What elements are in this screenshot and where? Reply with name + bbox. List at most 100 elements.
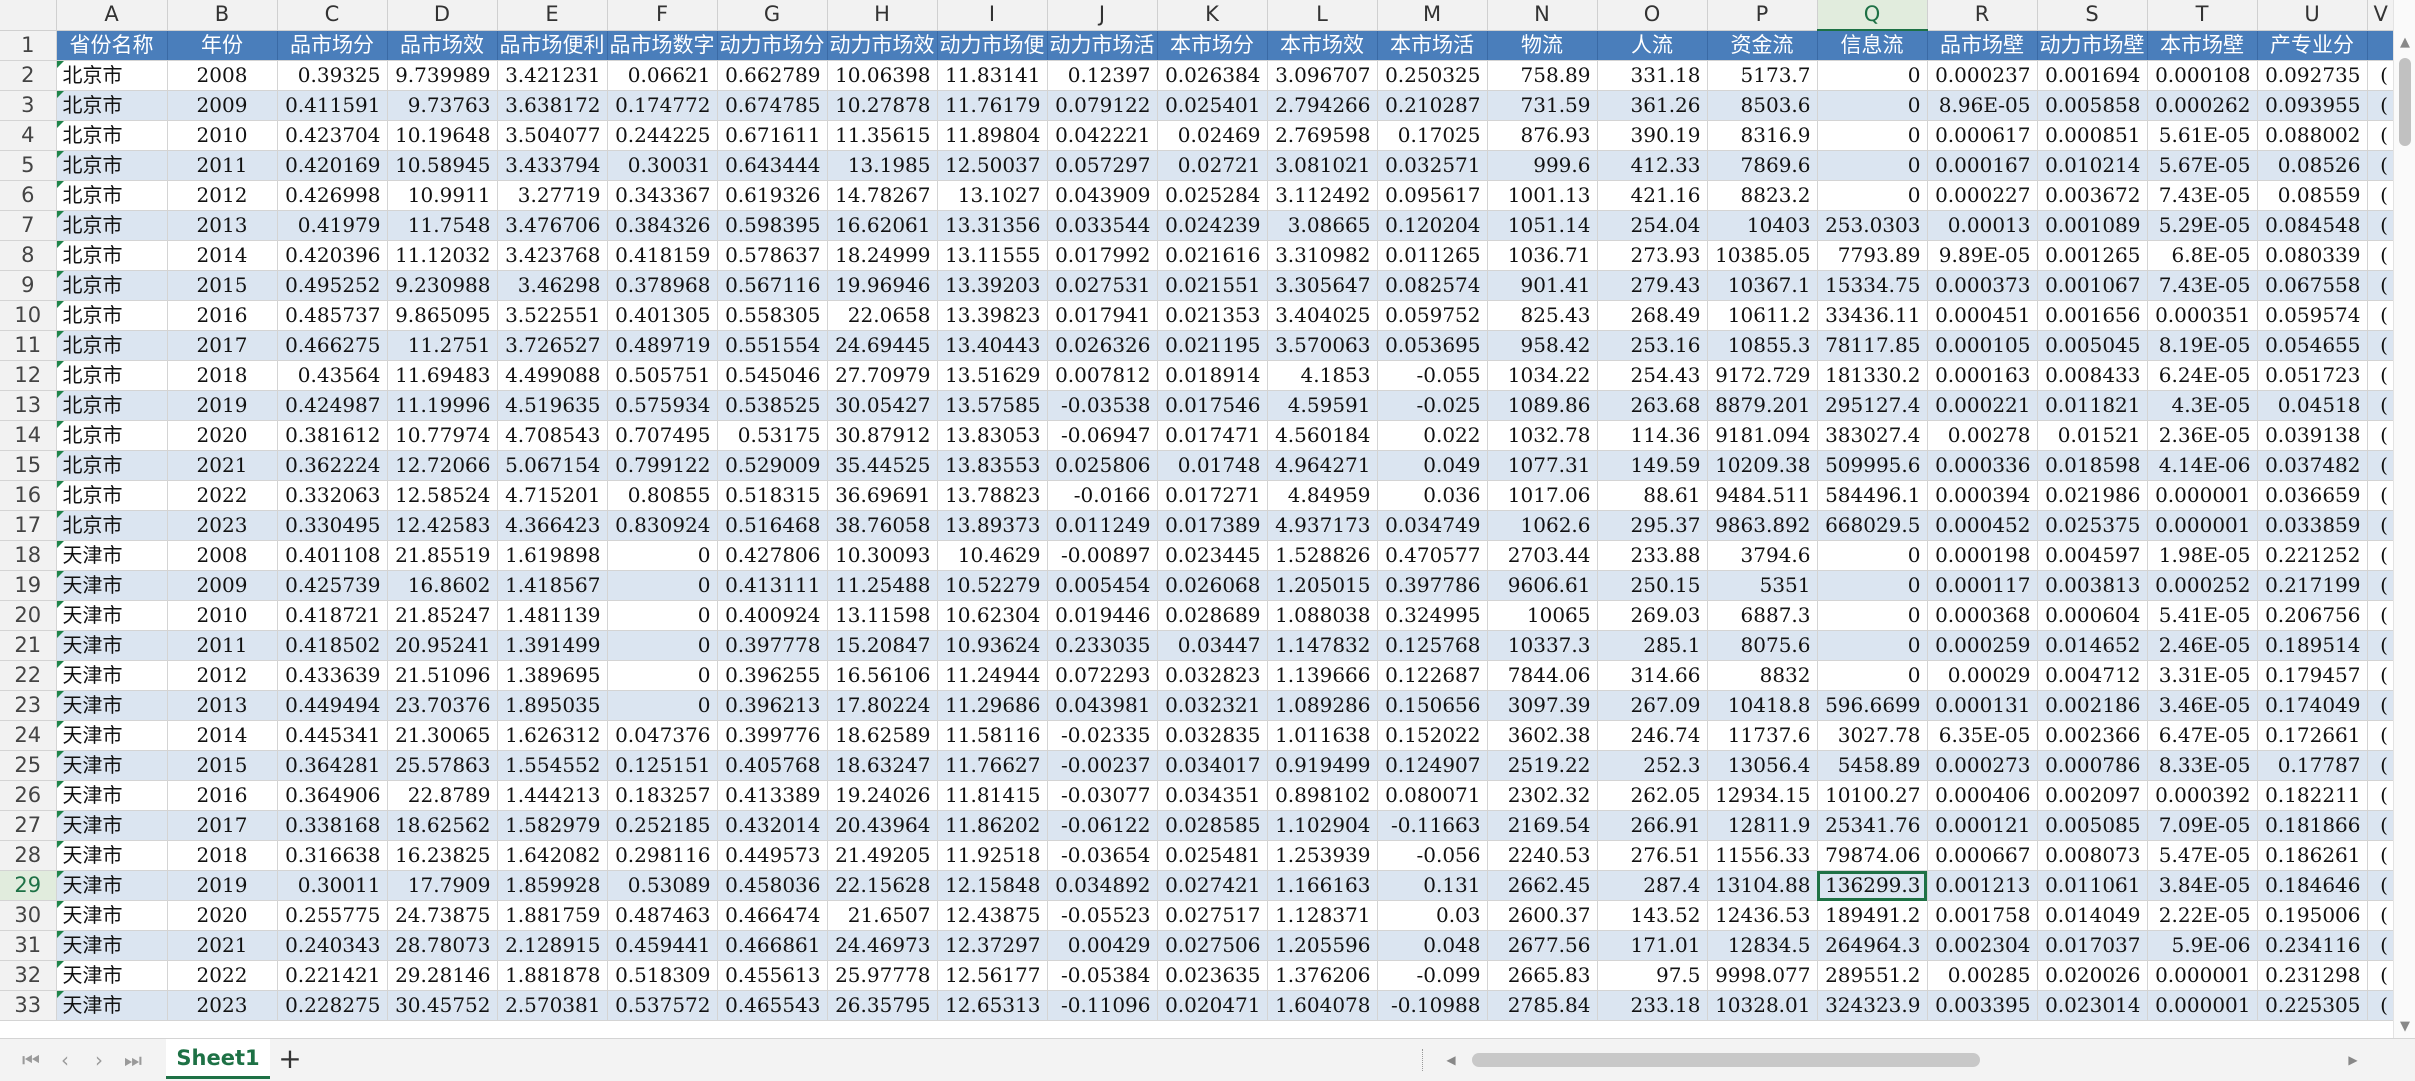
value-cell[interactable]: 287.4 [1597, 870, 1708, 901]
value-cell[interactable]: 0.217199 [2257, 570, 2368, 601]
column-header[interactable]: L [1267, 0, 1378, 31]
value-cell[interactable]: 0 [1817, 540, 1928, 571]
value-cell[interactable]: 0.000368 [1927, 600, 2038, 631]
value-cell[interactable]: 0 [607, 540, 718, 571]
value-cell[interactable]: 584496.1 [1817, 480, 1928, 511]
value-cell[interactable]: ( [2367, 390, 2395, 421]
value-cell[interactable]: 0.014049 [2037, 900, 2148, 931]
year-cell[interactable]: 2018 [167, 840, 278, 871]
value-cell[interactable]: 0.042221 [1047, 120, 1158, 151]
value-cell[interactable]: 21.6507 [827, 900, 938, 931]
value-cell[interactable]: 0.082574 [1377, 270, 1488, 301]
value-cell[interactable]: 421.16 [1597, 180, 1708, 211]
value-cell[interactable]: -0.0166 [1047, 480, 1158, 511]
column-header[interactable]: O [1597, 0, 1708, 31]
value-cell[interactable]: ( [2367, 960, 2395, 991]
value-cell[interactable]: 0.000259 [1927, 630, 2038, 661]
value-cell[interactable]: 12.56177 [937, 960, 1048, 991]
value-cell[interactable]: 0.30031 [607, 150, 718, 181]
value-cell[interactable]: 264964.3 [1817, 930, 1928, 961]
value-cell[interactable]: 0.470577 [1377, 540, 1488, 571]
value-cell[interactable]: 30.45752 [387, 990, 498, 1021]
value-cell[interactable]: ( [2367, 90, 2395, 121]
value-cell[interactable]: 0.396213 [717, 690, 828, 721]
value-cell[interactable]: 0.000452 [1927, 510, 2038, 541]
value-cell[interactable]: 250.15 [1597, 570, 1708, 601]
value-cell[interactable]: 254.43 [1597, 360, 1708, 391]
header-cell[interactable]: 年份 [167, 30, 278, 61]
value-cell[interactable]: ( [2367, 840, 2395, 871]
value-cell[interactable]: 268.49 [1597, 300, 1708, 331]
column-header[interactable]: F [607, 0, 718, 31]
value-cell[interactable]: 0.005858 [2037, 90, 2148, 121]
value-cell[interactable]: 1.881759 [497, 900, 608, 931]
value-cell[interactable]: -0.06122 [1047, 810, 1158, 841]
vertical-scroll-thumb[interactable] [2399, 58, 2411, 146]
value-cell[interactable]: 0.228275 [277, 990, 388, 1021]
value-cell[interactable]: 0.495252 [277, 270, 388, 301]
value-cell[interactable]: 171.01 [1597, 930, 1708, 961]
value-cell[interactable]: 9998.077 [1707, 960, 1818, 991]
value-cell[interactable]: 0.39325 [277, 60, 388, 91]
header-cell[interactable]: 人流 [1597, 30, 1708, 61]
value-cell[interactable]: 0.095617 [1377, 180, 1488, 211]
sheet-tab-sheet1[interactable]: Sheet1 [166, 1039, 270, 1079]
value-cell[interactable]: 24.69445 [827, 330, 938, 361]
value-cell[interactable]: 10.30093 [827, 540, 938, 571]
value-cell[interactable]: 876.93 [1487, 120, 1598, 151]
value-cell[interactable]: 412.33 [1597, 150, 1708, 181]
value-cell[interactable]: 12.37297 [937, 930, 1048, 961]
column-header[interactable]: Q [1817, 0, 1928, 31]
province-cell[interactable]: 天津市 [56, 660, 168, 691]
value-cell[interactable]: 3.31E-05 [2147, 660, 2258, 691]
row-header[interactable]: 15 [0, 450, 57, 481]
tab-scroll-divider[interactable] [1422, 1049, 1425, 1071]
value-cell[interactable]: 0.619326 [717, 180, 828, 211]
value-cell[interactable]: 0.179457 [2257, 660, 2368, 691]
value-cell[interactable]: 0.001089 [2037, 210, 2148, 241]
header-cell[interactable]: 物流 [1487, 30, 1598, 61]
value-cell[interactable]: 11.19996 [387, 390, 498, 421]
value-cell[interactable]: 1.895035 [497, 690, 608, 721]
value-cell[interactable]: 13.40443 [937, 330, 1048, 361]
year-cell[interactable]: 2013 [167, 210, 278, 241]
value-cell[interactable]: 11.86202 [937, 810, 1048, 841]
value-cell[interactable]: 958.42 [1487, 330, 1598, 361]
value-cell[interactable]: 12.42583 [387, 510, 498, 541]
value-cell[interactable]: 0.401305 [607, 300, 718, 331]
value-cell[interactable]: 0.125151 [607, 750, 718, 781]
province-cell[interactable]: 天津市 [56, 720, 168, 751]
value-cell[interactable]: 0.182211 [2257, 780, 2368, 811]
value-cell[interactable]: 88.61 [1597, 480, 1708, 511]
value-cell[interactable]: 0.413389 [717, 780, 828, 811]
province-cell[interactable]: 北京市 [56, 180, 168, 211]
province-cell[interactable]: 北京市 [56, 360, 168, 391]
column-header[interactable]: B [167, 0, 278, 31]
value-cell[interactable]: 596.6699 [1817, 690, 1928, 721]
value-cell[interactable]: 383027.4 [1817, 420, 1928, 451]
row-header[interactable]: 8 [0, 240, 57, 271]
value-cell[interactable]: 758.89 [1487, 60, 1598, 91]
value-cell[interactable]: 0.000252 [2147, 570, 2258, 601]
value-cell[interactable]: ( [2367, 210, 2395, 241]
value-cell[interactable]: 0.06621 [607, 60, 718, 91]
value-cell[interactable]: 0.225305 [2257, 990, 2368, 1021]
value-cell[interactable]: 0.423704 [277, 120, 388, 151]
value-cell[interactable]: ( [2367, 600, 2395, 631]
value-cell[interactable]: 13.31356 [937, 210, 1048, 241]
value-cell[interactable]: 0.000221 [1927, 390, 2038, 421]
value-cell[interactable]: 0.034351 [1157, 780, 1268, 811]
value-cell[interactable]: 16.56106 [827, 660, 938, 691]
value-cell[interactable]: ( [2367, 300, 2395, 331]
row-header[interactable]: 22 [0, 660, 57, 691]
value-cell[interactable]: 0.231298 [2257, 960, 2368, 991]
header-cell[interactable]: 动力市场效 [827, 30, 938, 61]
value-cell[interactable]: 38.76058 [827, 510, 938, 541]
value-cell[interactable]: 0.396255 [717, 660, 828, 691]
value-cell[interactable]: -0.02335 [1047, 720, 1158, 751]
value-cell[interactable]: 0.671611 [717, 120, 828, 151]
value-cell[interactable]: 4.715201 [497, 480, 608, 511]
value-cell[interactable]: 2677.56 [1487, 930, 1598, 961]
value-cell[interactable]: 1.481139 [497, 600, 608, 631]
value-cell[interactable]: 0.250325 [1377, 60, 1488, 91]
